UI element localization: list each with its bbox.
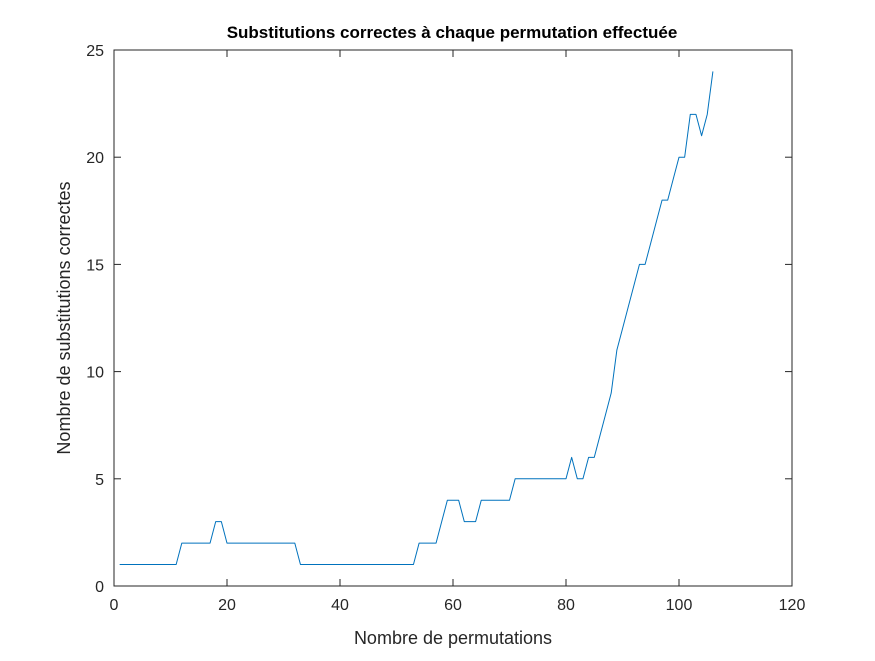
y-tick-label: 15	[86, 257, 104, 274]
y-tick-label: 0	[95, 579, 104, 596]
x-axis-label: Nombre de permutations	[354, 628, 552, 648]
y-tick-label: 5	[95, 472, 104, 489]
y-tick-label: 10	[86, 365, 104, 382]
x-tick-label: 120	[779, 597, 806, 614]
series-line	[119, 71, 714, 566]
plot-area	[119, 71, 714, 566]
x-tick-label: 60	[444, 597, 462, 614]
x-tick-label: 20	[218, 597, 236, 614]
x-tick-label: 40	[331, 597, 349, 614]
y-axis: 0 5 10 15 20 25	[86, 43, 792, 596]
y-tick-label: 25	[86, 43, 104, 60]
x-tick-label: 0	[110, 597, 119, 614]
chart-title: Substitutions correctes à chaque permuta…	[227, 23, 678, 42]
x-tick-label: 100	[666, 597, 693, 614]
axes-box	[113, 49, 793, 587]
y-axis-label: Nombre de substitutions correctes	[54, 181, 74, 454]
x-axis: 0 20 40 60 80 100 120	[110, 50, 806, 614]
x-tick-label: 80	[557, 597, 575, 614]
y-tick-label: 20	[86, 150, 104, 167]
